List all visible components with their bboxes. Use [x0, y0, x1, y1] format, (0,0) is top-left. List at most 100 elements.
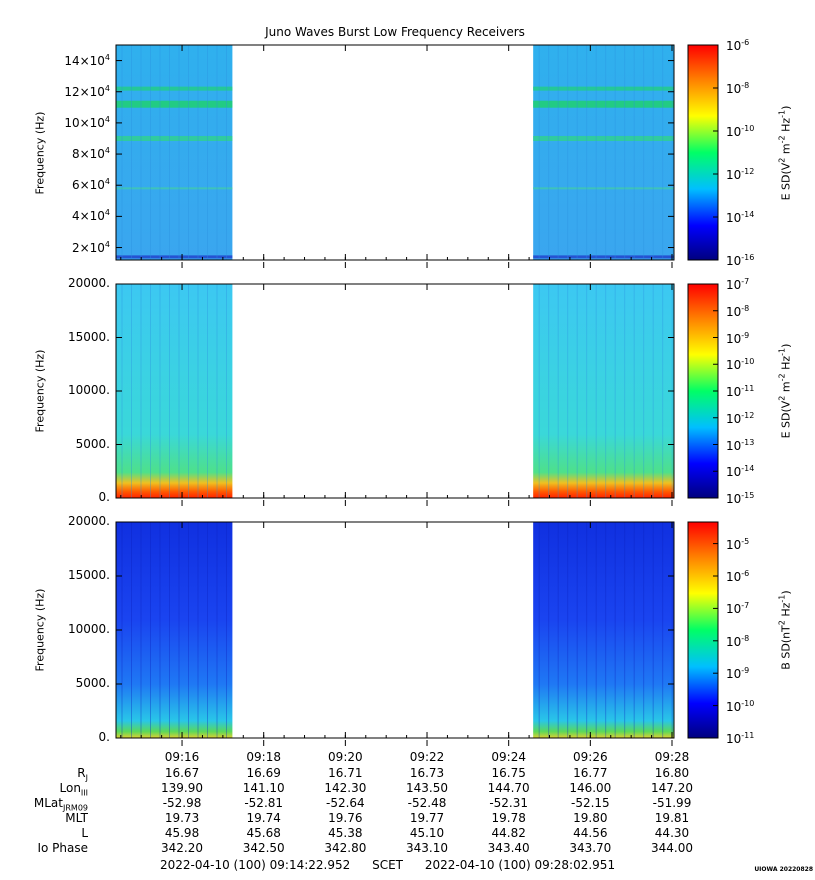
y-tick-label: 10000. [68, 622, 110, 636]
x-tick-label: 09:18 [246, 750, 281, 764]
spectrogram-block-2-1 [116, 284, 233, 498]
footer-start: 2022-04-10 (100) 09:14:22.952 [160, 858, 351, 872]
ephemeris-value: 45.68 [246, 826, 281, 840]
y-tick-label: 14×104 [64, 52, 110, 68]
ephemeris-label: MLT [65, 811, 88, 825]
ephemeris-value: 147.20 [650, 781, 693, 795]
ephemeris-value: 342.80 [324, 841, 367, 855]
colorbar-tick-label: 10-5 [726, 536, 750, 552]
ephemeris-value: 16.73 [409, 766, 445, 780]
x-tick-label: 09:28 [654, 750, 690, 764]
y-tick-label: 6×104 [71, 177, 110, 193]
ephemeris-value: 45.10 [409, 826, 445, 840]
ephemeris-value: -52.98 [162, 796, 202, 810]
y-tick-label: 20000. [68, 276, 110, 290]
y-tick-label: 10×104 [64, 114, 110, 130]
ephemeris-value: -52.31 [489, 796, 529, 810]
ephemeris-value: 19.74 [246, 811, 281, 825]
spectrogram-block-1-1 [116, 45, 233, 260]
y-tick-label: 8×104 [71, 146, 110, 162]
colorbar-3 [687, 521, 719, 739]
ephemeris-value: 139.90 [161, 781, 204, 795]
colorbar-tick-label: 10-14 [726, 464, 755, 480]
ephemeris-value: -51.99 [652, 796, 692, 810]
ephemeris-value: 343.10 [406, 841, 449, 855]
ephemeris-label: RJ [77, 766, 88, 783]
footer-end: 2022-04-10 (100) 09:28:02.951 [424, 858, 616, 872]
ephemeris-value: 16.75 [491, 766, 526, 780]
ephemeris-label: L [81, 826, 88, 840]
emission-band [116, 187, 233, 190]
emission-band [533, 187, 674, 190]
y-axis-label: Frequency (Hz) [33, 111, 47, 194]
y-tick-label: 5000. [75, 436, 110, 451]
colorbar-tick-label: 10-6 [726, 38, 750, 53]
x-tick-label: 09:22 [409, 750, 445, 764]
emission-band [116, 135, 233, 141]
ephemeris-value: 343.70 [569, 841, 612, 855]
y-axis-label: Frequency (Hz) [33, 349, 47, 433]
ephemeris-value: 342.20 [161, 841, 204, 855]
ephemeris-label: MLatJRM09 [33, 796, 88, 813]
colorbar-label: E SD(V2 m-2 Hz-1) [777, 105, 793, 200]
colorbar-tick-label: 10-15 [726, 491, 755, 506]
x-tick-label: 09:26 [573, 750, 608, 764]
y-tick-label: 12×104 [64, 83, 110, 99]
colorbar-tick-label: 10-11 [726, 731, 755, 746]
ephemeris-label: LonIII [59, 781, 89, 798]
ephemeris-value: -52.15 [570, 796, 610, 810]
colorbar-label: B SD(nT2 Hz-1) [777, 590, 793, 670]
emission-band [116, 100, 233, 108]
colorbar-tick-label: 10-10 [726, 124, 755, 139]
y-tick-label: 15000. [68, 329, 110, 344]
ephemeris-value: 344.00 [650, 841, 693, 855]
footer-scet: SCET [372, 858, 403, 872]
y-tick-label: 0. [98, 490, 110, 504]
emission-band [533, 135, 674, 141]
ephemeris-value: 16.80 [654, 766, 690, 780]
credit-stamp: UIOWA 20220828 [754, 866, 813, 873]
colorbar-tick-label: 10-7 [726, 601, 750, 617]
ephemeris-value: 142.30 [324, 781, 367, 795]
y-tick-label: 15000. [68, 568, 110, 582]
colorbar-tick-label: 10-9 [726, 666, 750, 682]
ephemeris-value: 16.71 [328, 766, 363, 780]
ephemeris-value: 44.56 [573, 826, 608, 840]
emission-band [533, 255, 674, 259]
ephemeris-value: -52.64 [326, 796, 365, 810]
ephemeris-value: 19.80 [573, 811, 608, 825]
y-tick-label: 4×104 [71, 208, 110, 224]
y-tick-label: 10000. [68, 383, 110, 397]
colorbar-tick-label: 10-8 [726, 633, 750, 649]
ephemeris-value: 19.81 [654, 811, 690, 825]
ephemeris-value: 19.78 [491, 811, 526, 825]
ephemeris-value: 343.40 [487, 841, 530, 855]
panel-frame-1 [115, 44, 675, 261]
ephemeris-value: 44.30 [654, 826, 690, 840]
x-tick-label: 09:16 [164, 750, 200, 764]
chart-title: Juno Waves Burst Low Frequency Receivers [265, 25, 525, 39]
x-tick-label: 09:20 [328, 750, 363, 764]
colorbar-tick-label: 10-6 [726, 569, 750, 584]
ephemeris-value: 146.00 [569, 781, 612, 795]
colorbar-tick-label: 10-8 [726, 303, 750, 319]
colorbar-tick-label: 10-10 [726, 698, 755, 714]
y-tick-label: 5000. [75, 676, 110, 690]
emission-band [533, 86, 674, 91]
y-tick-label: 0. [98, 730, 110, 744]
spectrogram-block-3-1 [116, 522, 233, 738]
ephemeris-value: 44.82 [491, 826, 526, 840]
colorbar-tick-label: 10-11 [726, 384, 755, 399]
colorbar-tick-label: 10-10 [726, 357, 755, 373]
ephemeris-value: 16.69 [246, 766, 281, 780]
colorbar-tick-label: 10-14 [726, 210, 755, 225]
colorbar-tick-label: 10-7 [726, 277, 750, 292]
ephemeris-value: 143.50 [406, 781, 449, 795]
y-tick-label: 2×104 [71, 239, 110, 255]
spectrogram-block-2-2 [533, 284, 674, 498]
ephemeris-value: 19.76 [328, 811, 363, 825]
colorbar-tick-label: 10-16 [726, 253, 755, 268]
colorbar-tick-label: 10-12 [726, 167, 755, 182]
emission-band [116, 255, 233, 259]
